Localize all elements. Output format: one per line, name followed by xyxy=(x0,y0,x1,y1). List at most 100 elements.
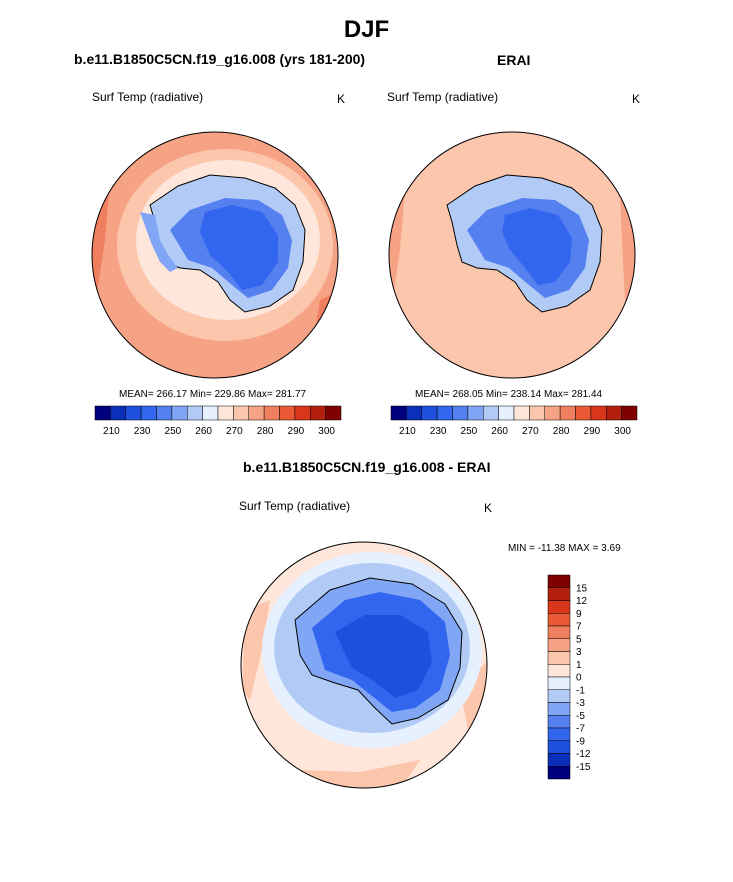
panel-3-colorbar-tick-label: -3 xyxy=(576,698,585,709)
panel-2-map-border xyxy=(388,131,636,379)
panel-2-colorbar-tick-label: 230 xyxy=(430,426,447,437)
panel-1-colorbar-box xyxy=(125,405,142,421)
panel-1-colorbar-box xyxy=(171,405,188,421)
panel-3-colorbar-tick-label: 12 xyxy=(576,596,588,607)
panel-2-colorbar-box xyxy=(544,405,561,421)
panel-1-colorbar-box xyxy=(110,405,126,421)
panel-3-colorbar-box xyxy=(547,702,571,716)
panel-1-colorbar-tick-label: 290 xyxy=(288,426,305,437)
panel-3-colorbar-box xyxy=(547,625,571,639)
panel-3-colorbar-tick-label: 1 xyxy=(576,660,582,671)
panel-1-colorbar-box xyxy=(248,405,265,421)
panel-3-colorbar-box xyxy=(547,613,571,627)
panel-1-colorbar-box xyxy=(279,405,296,421)
panel-2-colorbar-box xyxy=(390,405,407,421)
panel-2-variable-label: Surf Temp (radiative) xyxy=(387,90,499,104)
panel-3-colorbar-tick-label: -5 xyxy=(576,711,585,722)
panel-1-colorbar-box xyxy=(187,405,203,421)
panel-3-map-border xyxy=(240,541,488,789)
panel-3-colorbar-box xyxy=(547,600,571,614)
panel-2-colorbar-box xyxy=(513,405,530,421)
panel-2-colorbar-box xyxy=(436,405,453,421)
panel-2-colorbar-tick-label: 210 xyxy=(399,426,416,437)
panel-3-map xyxy=(240,541,488,789)
panel-1-title: b.e11.B1850C5CN.f19_g16.008 (yrs 181-200… xyxy=(74,51,366,67)
panel-1-peninsula xyxy=(140,212,178,272)
panel-3-stats: MIN = -11.38 MAX = 3.69 xyxy=(508,543,621,554)
panel-2-colorbar-box xyxy=(575,405,592,421)
panel-2-units-label: K xyxy=(632,92,641,106)
panel-2-colorbar-tick-label: 300 xyxy=(614,426,631,437)
panel-2-colorbar-box xyxy=(483,405,499,421)
panel-2-colorbar-box xyxy=(452,405,469,421)
panel-1-colorbar-tick-label: 280 xyxy=(257,426,274,437)
panel-2-colorbar-box xyxy=(606,405,622,421)
panel-1-colorbar-box xyxy=(217,405,234,421)
panel-3-colorbar-tick-label: -1 xyxy=(576,685,585,696)
panel-1-colorbar-box xyxy=(156,405,173,421)
panel-1-colorbar: 210 230 250 260 270 280 290 300 xyxy=(94,405,342,437)
panel-2-colorbar-box xyxy=(590,405,607,421)
panel-1-colorbar-tick-label: 230 xyxy=(134,426,151,437)
panel-2-colorbar-box xyxy=(406,405,422,421)
panel-1-colorbar-tick-label: 210 xyxy=(103,426,120,437)
panel-1-colorbar-tick-label: 300 xyxy=(318,426,335,437)
panel-3-colorbar-tick-label: -15 xyxy=(576,762,591,773)
panel-1-colorbar-box xyxy=(202,405,219,421)
panel-3-colorbar-box xyxy=(547,574,571,588)
panel-2-colorbar-box xyxy=(559,405,576,421)
panel-3-colorbar-box xyxy=(547,753,571,767)
panel-3-colorbar-tick-label: 9 xyxy=(576,609,582,620)
panel-3-colorbar-tick-label: -9 xyxy=(576,736,585,747)
panel-3-colorbar-tick-label: 7 xyxy=(576,622,582,633)
panel-1-stats: MEAN= 266.17 Min= 229.86 Max= 281.77 xyxy=(119,389,307,400)
panel-2-map xyxy=(388,131,636,379)
panel-2-colorbar-box xyxy=(467,405,484,421)
panel-1-colorbar-box xyxy=(263,405,280,421)
panel-3-warm-south xyxy=(300,760,420,788)
panel-3-colorbar-box xyxy=(547,715,571,729)
panel-2-colorbar-box xyxy=(529,405,545,421)
panel-3-colorbar-box xyxy=(547,638,571,652)
panel-2-colorbar-box xyxy=(621,405,638,421)
panel-1-map xyxy=(91,131,339,379)
figure-title: DJF xyxy=(343,16,390,43)
panel-3-colorbar-tick-label: -7 xyxy=(576,724,585,735)
panel-3-colorbar-box xyxy=(547,676,571,690)
panel-3-colorbar-box xyxy=(547,727,571,741)
panel-3-colorbar-tick-label: 3 xyxy=(576,647,582,658)
panel-2-stats: MEAN= 268.05 Min= 238.14 Max= 281.44 xyxy=(415,389,603,400)
panel-1-colorbar-box xyxy=(294,405,311,421)
panel-3-anomaly-coldest xyxy=(335,615,432,698)
panel-1-colorbar-box xyxy=(94,405,111,421)
panel-2-colorbar-tick-label: 290 xyxy=(584,426,601,437)
panel-3-colorbar-box xyxy=(547,766,571,780)
panel-3-colorbar-tick-label: 5 xyxy=(576,634,582,645)
panel-2-colorbar-box xyxy=(421,405,438,421)
panel-2-colorbar: 210 230 250 260 270 280 290 300 xyxy=(390,405,638,437)
panel-3-colorbar-box xyxy=(547,651,571,665)
panel-2-colorbar-tick-label: 260 xyxy=(491,426,508,437)
panel-1-colorbar-tick-label: 260 xyxy=(195,426,212,437)
panel-1-units-label: K xyxy=(337,92,346,106)
panel-1-colorbar-box xyxy=(310,405,326,421)
panel-1-colorbar-box xyxy=(325,405,342,421)
panel-2-colorbar-box xyxy=(498,405,515,421)
panel-2-colorbar-tick-label: 270 xyxy=(522,426,539,437)
panel-3-colorbar-tick-label: -12 xyxy=(576,749,591,760)
panel-3-colorbar-tick-label: 0 xyxy=(576,673,582,684)
panel-2-ice-coldest xyxy=(502,208,572,285)
panel-1-variable-label: Surf Temp (radiative) xyxy=(92,90,204,104)
panel-1-ice-coldest xyxy=(200,205,278,290)
panel-1-colorbar-box xyxy=(140,405,157,421)
panel-3-colorbar-box xyxy=(547,587,571,601)
panel-3-title: b.e11.B1850C5CN.f19_g16.008 - ERAI xyxy=(243,459,491,475)
panel-3-colorbar: 15 12 9 75 3 1 0-1 -3 -5 -7-9 -12 -15 xyxy=(547,574,591,780)
panel-1-map-border xyxy=(91,131,339,379)
panel-3-colorbar-tick-label: 15 xyxy=(576,583,588,594)
panel-1-colorbar-box xyxy=(233,405,249,421)
panel-1-colorbar-tick-label: 270 xyxy=(226,426,243,437)
panel-2-title: ERAI xyxy=(497,52,531,68)
panel-3-colorbar-box xyxy=(547,740,571,754)
